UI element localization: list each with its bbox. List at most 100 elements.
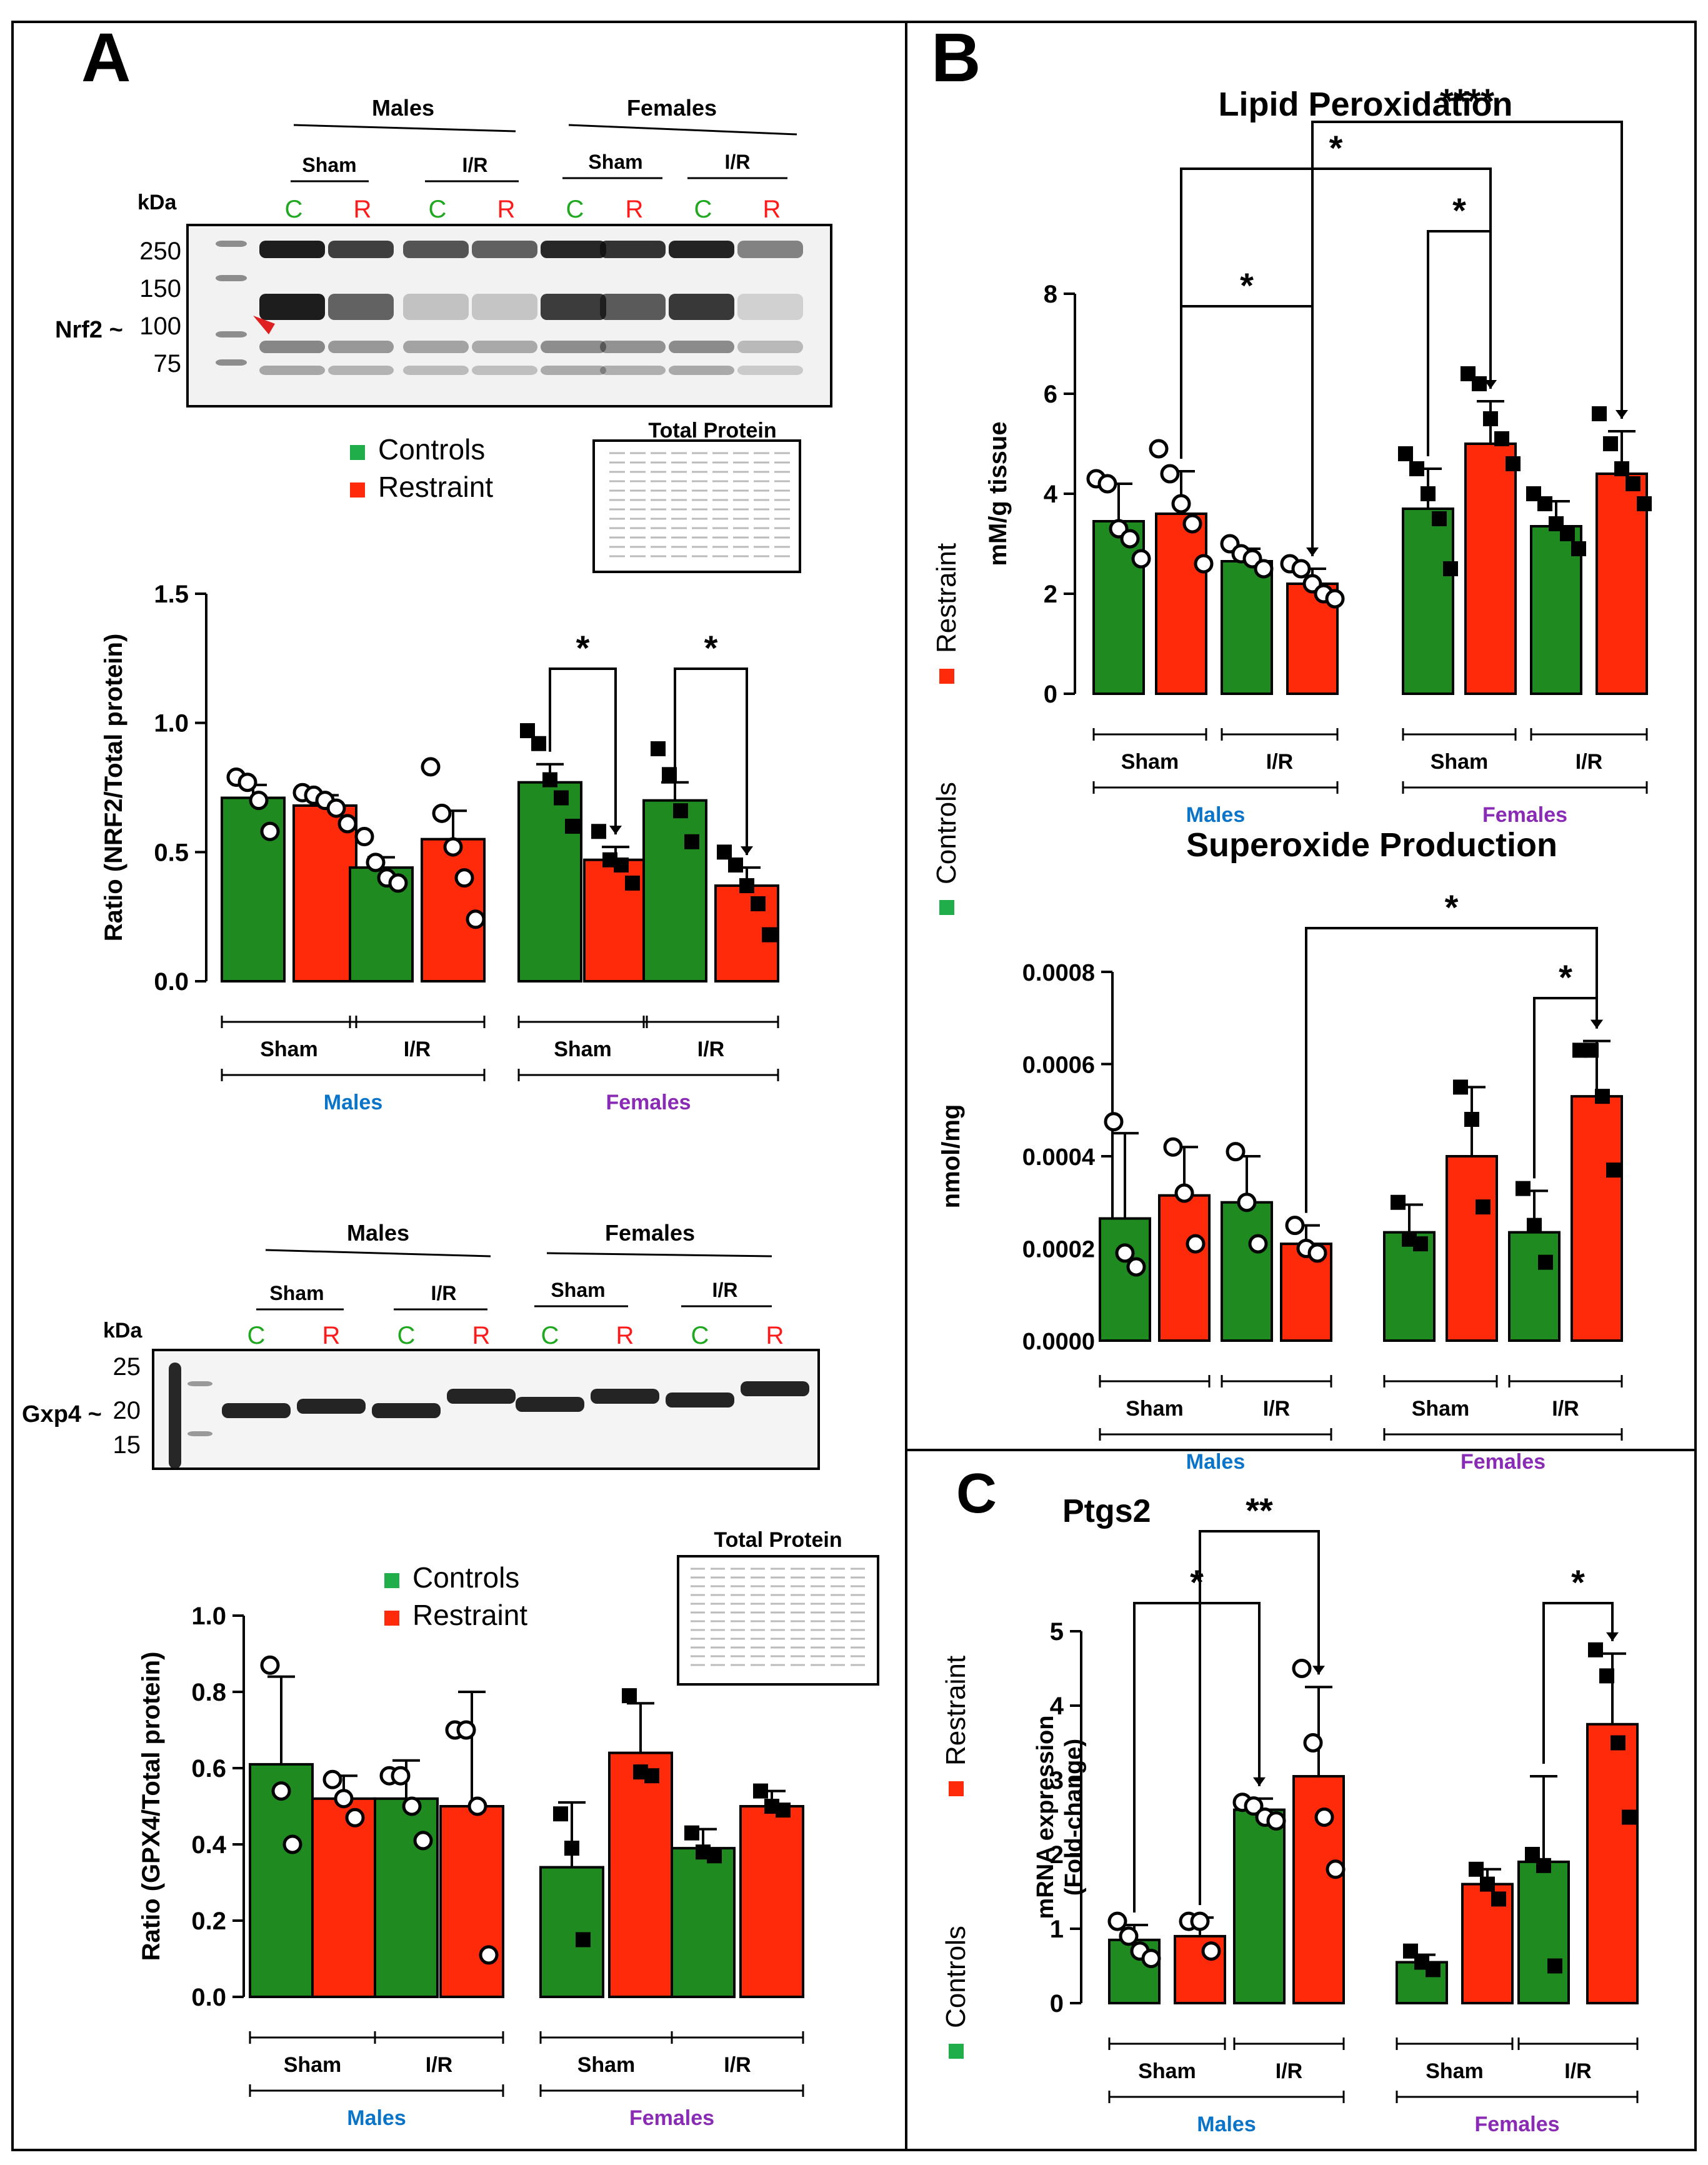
point-7-0: [717, 844, 732, 860]
blot1-band-20: [541, 241, 606, 258]
point-3-2: [1307, 1243, 1327, 1263]
bar-4: [539, 1866, 604, 1999]
blot1-band-1: [216, 275, 247, 281]
bar-1: [311, 1797, 376, 1999]
blot1-band-23: [541, 366, 606, 375]
point-4-0: [1398, 446, 1413, 461]
blot1-band-33: [737, 294, 803, 320]
point-5-0: [1469, 1861, 1484, 1877]
blot2-sham-m: Sham: [269, 1282, 324, 1304]
point-4-3: [1432, 511, 1447, 526]
point-4-1: [1409, 461, 1424, 476]
vlegend-controls-swatch: [949, 2044, 964, 2059]
point-7-1: [1584, 1042, 1599, 1058]
point-1-3: [1182, 514, 1202, 534]
sex-label-males: Males: [1186, 1450, 1246, 1474]
point-7-2: [739, 878, 754, 894]
y-tick-label: 0.0: [191, 1984, 226, 2011]
blot-gxp4: Males Females Sham I/R Sham I/R kDa C R C R…: [22, 1220, 879, 1686]
bar-6: [642, 799, 707, 982]
blot1-band-30: [669, 341, 734, 353]
point-7-3: [1622, 1809, 1637, 1825]
sig-bracket-2: [1180, 168, 1492, 459]
blot1-marker-100: 100: [139, 312, 181, 340]
sig-bracket-0: [549, 668, 617, 835]
y-tick-label: 4: [1044, 481, 1058, 508]
group-label-sham-0: Sham: [284, 2053, 342, 2077]
point-1-0: [1149, 439, 1169, 459]
y-tick-label: 5: [1050, 1618, 1064, 1646]
y-tick-label: 2: [1050, 1841, 1064, 1869]
point-0-4: [1131, 549, 1151, 569]
chart-nrf2: 0.0 0.5 1.0 1.5 Ratio (NRF2/Total protein) * *…: [100, 581, 779, 1114]
blot2-lane-3: R: [472, 1322, 491, 1349]
point-2-3: [388, 873, 408, 893]
group-label-ir-3: I/R: [1564, 2059, 1591, 2083]
point-1-1: [1174, 1183, 1194, 1203]
blot1-band-10: [328, 341, 394, 353]
bar-6: [1517, 1860, 1570, 2004]
blot1-band-27: [600, 366, 666, 375]
group-label-sham-2: Sham: [1431, 750, 1489, 774]
group-label-sham-0: Sham: [1138, 2059, 1196, 2083]
bar-6: [671, 1847, 736, 1999]
y-tick-label: 1.5: [154, 581, 189, 608]
bar-7: [1586, 1722, 1639, 2004]
point-6-3: [684, 834, 699, 849]
tp2-lines: [691, 1568, 865, 1666]
point-2-0: [354, 827, 374, 847]
legend-controls-label: Controls: [378, 433, 485, 466]
bar-5: [1446, 1155, 1498, 1342]
point-4-2: [1421, 486, 1436, 501]
blot1-ir-m: I/R: [462, 154, 488, 176]
group-label-sham-2: Sham: [577, 2053, 636, 2077]
blot1-females-line: [568, 124, 797, 136]
blot1-band-12: [403, 241, 469, 258]
point-7-2: [1595, 1089, 1610, 1104]
point-4-2: [1426, 1962, 1441, 1978]
blot2-bands: [169, 1362, 809, 1469]
point-5-2: [1483, 411, 1498, 426]
chart-ptgs2: 0 1 2 3 4 5 mRNA expression (Fold-change) Ptgs2 *…: [941, 1491, 1639, 2136]
blot1-sham-m: Sham: [302, 154, 356, 176]
blot1-total-protein-label: Total Protein: [648, 419, 776, 442]
bar-5: [608, 1751, 673, 1999]
blot2-lane-1: R: [322, 1322, 341, 1349]
point-2-0: [1226, 1142, 1246, 1162]
blot2-kda: kDa: [103, 1319, 142, 1342]
point-6-3: [1560, 526, 1575, 541]
sig-star-3: ****: [1440, 81, 1494, 121]
bar-3: [439, 1805, 504, 1998]
bar-2: [349, 866, 414, 982]
point-1-1: [334, 1789, 354, 1809]
sig-arrow-1: [741, 846, 753, 856]
blot1-band-21: [541, 294, 606, 320]
sex-label-males: Males: [347, 2106, 406, 2130]
chart-title: Lipid Peroxidation: [1218, 86, 1512, 123]
blot1-lane-0: C: [285, 196, 303, 223]
point-4-0: [553, 1806, 568, 1822]
sex-label-males: Males: [324, 1091, 383, 1114]
y-axis-label: Ratio (NRF2/Total protein): [100, 634, 127, 942]
blot1-band-13: [403, 294, 469, 320]
sig-star-0: *: [576, 628, 590, 668]
y-tick-label: 2: [1044, 581, 1057, 608]
point-7-1: [728, 858, 743, 872]
point-7-3: [751, 896, 766, 911]
point-0-1: [271, 1781, 291, 1801]
bar-2: [374, 1797, 439, 1999]
point-5-2: [614, 858, 629, 872]
blot1-band-17: [472, 294, 537, 320]
vlegend-restraint-swatch: [939, 669, 954, 684]
y-tick-label: 0.8: [191, 1679, 226, 1706]
blot2-band-7: [516, 1397, 584, 1412]
point-4-4: [1443, 561, 1458, 576]
point-0-1: [1115, 1243, 1135, 1263]
vlegend-restraint-label: Restraint: [931, 543, 962, 653]
sig-arrow-2: [1606, 1632, 1619, 1641]
blot1-males-label: Males: [372, 95, 434, 121]
sex-label-females: Females: [1474, 2112, 1559, 2136]
point-2-1: [1237, 1192, 1257, 1212]
blot1-band-24: [600, 241, 666, 258]
point-3-3: [454, 868, 474, 888]
